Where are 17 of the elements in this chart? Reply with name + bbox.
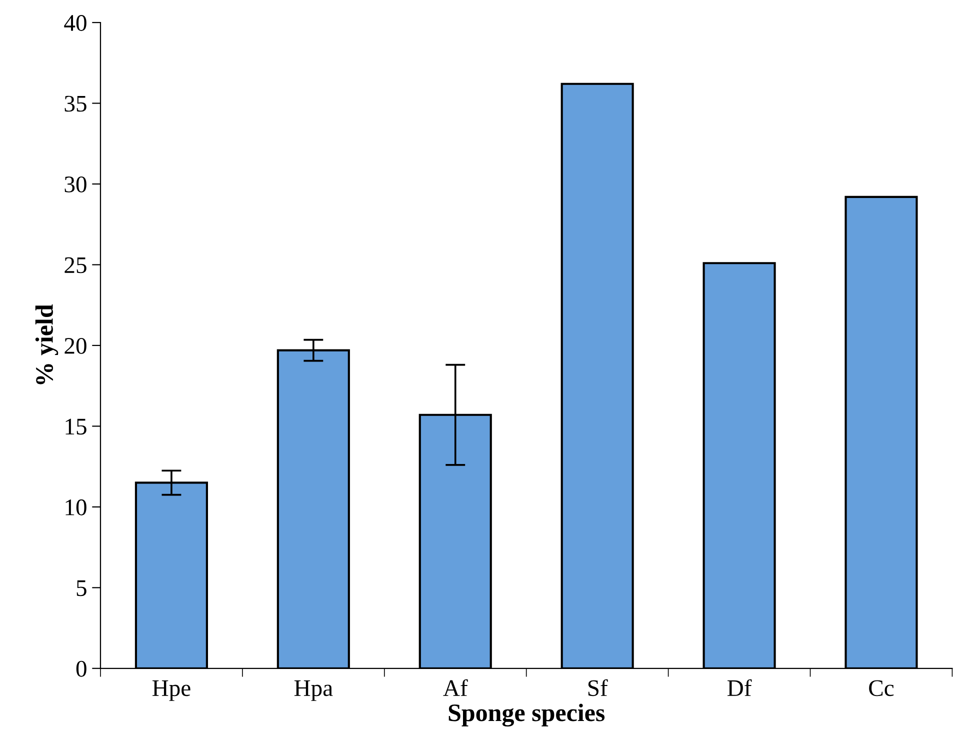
x-tick-label: Sf — [588, 679, 608, 696]
y-tick-label: 35 — [64, 96, 86, 112]
y-tick-label: 20 — [64, 338, 86, 354]
y-axis-title: % yield — [35, 304, 58, 384]
y-tick-label: 10 — [66, 499, 86, 516]
x-tick-label: Af — [443, 679, 468, 696]
y-tick-label: 40 — [64, 15, 86, 31]
x-axis-title: Sponge species — [448, 704, 605, 727]
y-tick-label: 25 — [64, 257, 86, 274]
x-tick-label: Df — [728, 679, 752, 696]
y-tick-label: 0 — [76, 660, 86, 677]
x-tick-label: Hpa — [294, 680, 333, 701]
y-tick-label: 30 — [64, 176, 86, 192]
y-tick-label: 5 — [76, 580, 86, 596]
x-tick-label: Cc — [869, 680, 894, 696]
x-tick-label: Hpe — [152, 680, 190, 701]
y-tick-label: 15 — [66, 418, 86, 435]
